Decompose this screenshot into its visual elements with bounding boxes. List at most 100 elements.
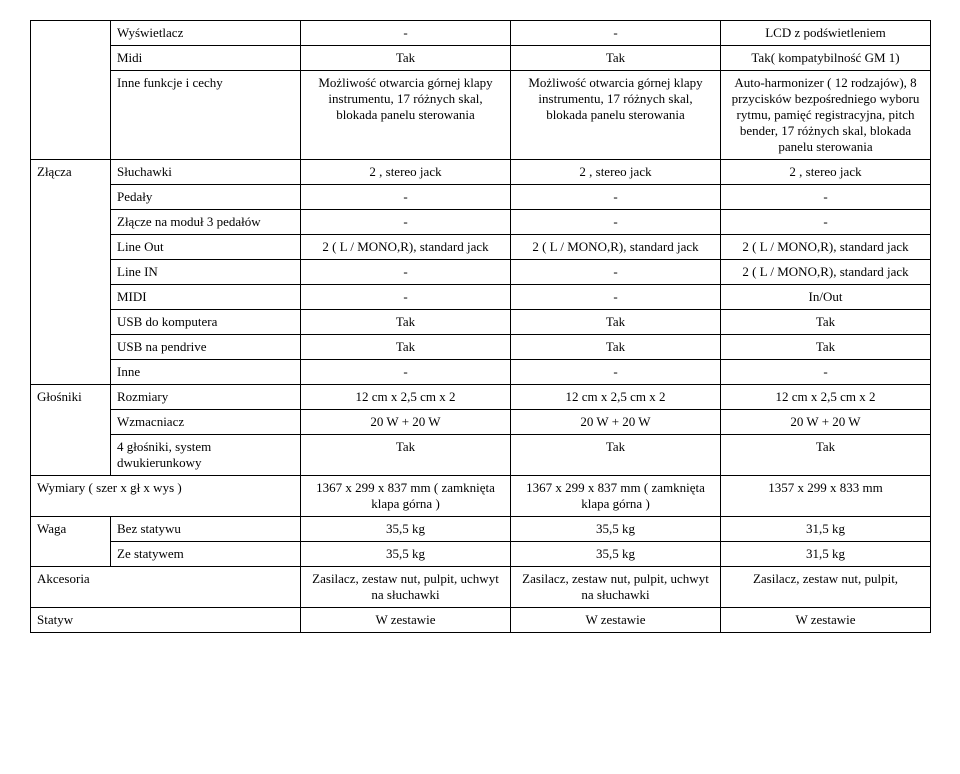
table-row: Ze statywem 35,5 kg 35,5 kg 31,5 kg [31,542,931,567]
cell-value: Tak [721,435,931,476]
cell-value: Tak [511,46,721,71]
cell-value: - [301,21,511,46]
cell-value: - [721,185,931,210]
cell-section-glosniki: Głośniki [31,385,111,476]
cell-value: Możliwość otwarcia górnej klapy instrume… [301,71,511,160]
page: Wyświetlacz - - LCD z podświetleniem Mid… [0,0,960,653]
spec-table: Wyświetlacz - - LCD z podświetleniem Mid… [30,20,931,633]
cell-value: 20 W + 20 W [511,410,721,435]
cell-value: - [511,21,721,46]
cell-value: Tak [511,310,721,335]
table-row: Akcesoria Zasilacz, zestaw nut, pulpit, … [31,567,931,608]
table-row: Wzmacniacz 20 W + 20 W 20 W + 20 W 20 W … [31,410,931,435]
table-row: Midi Tak Tak Tak( kompatybilność GM 1) [31,46,931,71]
cell-label: USB na pendrive [111,335,301,360]
cell-value: Tak [301,335,511,360]
cell-value: Tak [511,435,721,476]
cell-value: Tak [301,46,511,71]
cell-value: 2 ( L / MONO,R), standard jack [511,235,721,260]
cell-label: Line Out [111,235,301,260]
cell-value: - [301,285,511,310]
cell-value: 12 cm x 2,5 cm x 2 [511,385,721,410]
cell-label: MIDI [111,285,301,310]
cell-value: Tak [301,435,511,476]
cell-value: 31,5 kg [721,542,931,567]
cell-value: 35,5 kg [301,517,511,542]
table-row: Wymiary ( szer x gł x wys ) 1367 x 299 x… [31,476,931,517]
cell-value: W zestawie [301,608,511,633]
cell-value: W zestawie [721,608,931,633]
cell-value: - [511,210,721,235]
table-row: Inne funkcje i cechy Możliwość otwarcia … [31,71,931,160]
cell-label: 4 głośniki, system dwukierunkowy [111,435,301,476]
cell-value: - [301,260,511,285]
cell-label-akcesoria: Akcesoria [31,567,301,608]
cell-value: 20 W + 20 W [301,410,511,435]
cell-value: - [511,260,721,285]
table-row: Inne - - - [31,360,931,385]
cell-value: - [301,210,511,235]
cell-value: 35,5 kg [301,542,511,567]
cell-value: 2 , stereo jack [721,160,931,185]
cell-value: 20 W + 20 W [721,410,931,435]
cell-value: 2 ( L / MONO,R), standard jack [721,260,931,285]
table-row: Głośniki Rozmiary 12 cm x 2,5 cm x 2 12 … [31,385,931,410]
cell-label: Inne [111,360,301,385]
cell-label: Midi [111,46,301,71]
cell-section-waga: Waga [31,517,111,567]
cell-value: - [511,360,721,385]
cell-value: Tak [301,310,511,335]
cell-label: Inne funkcje i cechy [111,71,301,160]
cell-value: - [511,185,721,210]
cell-value: 12 cm x 2,5 cm x 2 [301,385,511,410]
cell-label: USB do komputera [111,310,301,335]
cell-value: LCD z podświetleniem [721,21,931,46]
cell-value: 2 , stereo jack [301,160,511,185]
cell-label: Wzmacniacz [111,410,301,435]
cell-value: 1357 x 299 x 833 mm [721,476,931,517]
table-row: Pedały - - - [31,185,931,210]
cell-value: Możliwość otwarcia górnej klapy instrume… [511,71,721,160]
cell-value: 2 , stereo jack [511,160,721,185]
cell-value: Tak [721,310,931,335]
cell-label: Ze statywem [111,542,301,567]
cell-label: Line IN [111,260,301,285]
cell-value: 12 cm x 2,5 cm x 2 [721,385,931,410]
cell-value: 2 ( L / MONO,R), standard jack [301,235,511,260]
cell-label: Złącze na moduł 3 pedałów [111,210,301,235]
cell-value: - [301,185,511,210]
cell-value: Tak [721,335,931,360]
cell-value: - [511,285,721,310]
table-row: Statyw W zestawie W zestawie W zestawie [31,608,931,633]
table-row: USB na pendrive Tak Tak Tak [31,335,931,360]
cell-label: Rozmiary [111,385,301,410]
cell-value: W zestawie [511,608,721,633]
cell-label: Pedały [111,185,301,210]
table-row: Złącza Słuchawki 2 , stereo jack 2 , ste… [31,160,931,185]
cell-label-wymiary: Wymiary ( szer x gł x wys ) [31,476,301,517]
cell-value: 2 ( L / MONO,R), standard jack [721,235,931,260]
cell-value: Tak( kompatybilność GM 1) [721,46,931,71]
table-row: MIDI - - In/Out [31,285,931,310]
cell-value: Zasilacz, zestaw nut, pulpit, uchwyt na … [301,567,511,608]
table-row: 4 głośniki, system dwukierunkowy Tak Tak… [31,435,931,476]
cell-label: Bez statywu [111,517,301,542]
cell-value: Zasilacz, zestaw nut, pulpit, [721,567,931,608]
cell-value: 31,5 kg [721,517,931,542]
cell-blank [31,21,111,160]
table-row: Line IN - - 2 ( L / MONO,R), standard ja… [31,260,931,285]
cell-value: 1367 x 299 x 837 mm ( zamknięta klapa gó… [301,476,511,517]
table-row: Waga Bez statywu 35,5 kg 35,5 kg 31,5 kg [31,517,931,542]
cell-label: Wyświetlacz [111,21,301,46]
cell-value: In/Out [721,285,931,310]
cell-value: 1367 x 299 x 837 mm ( zamknięta klapa gó… [511,476,721,517]
cell-section-zlacza: Złącza [31,160,111,385]
cell-value: Auto-harmonizer ( 12 rodzajów), 8 przyci… [721,71,931,160]
table-row: Line Out 2 ( L / MONO,R), standard jack … [31,235,931,260]
table-row: Złącze na moduł 3 pedałów - - - [31,210,931,235]
cell-value: Tak [511,335,721,360]
cell-value: - [721,210,931,235]
cell-label: Słuchawki [111,160,301,185]
cell-value: - [301,360,511,385]
table-row: USB do komputera Tak Tak Tak [31,310,931,335]
